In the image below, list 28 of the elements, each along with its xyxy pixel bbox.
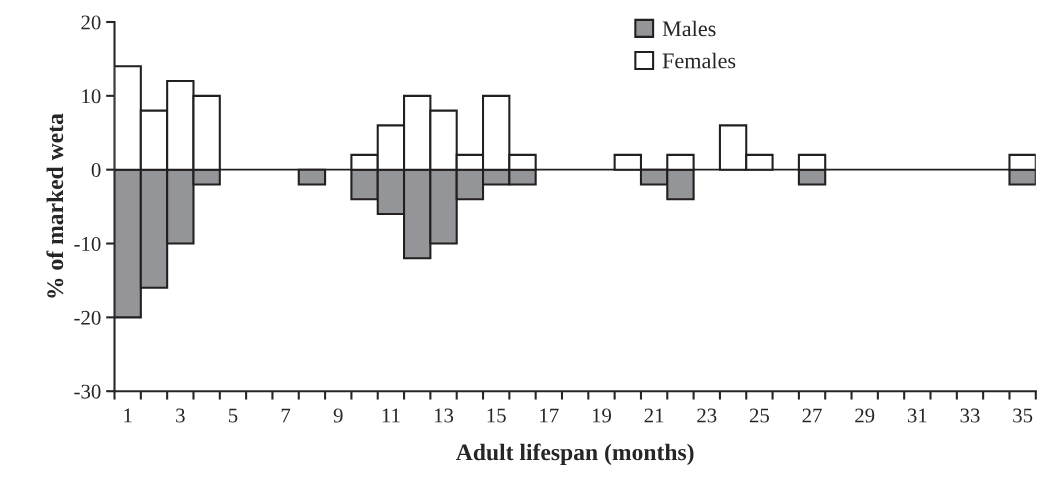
x-tick-label: 1 <box>124 408 132 423</box>
y-tick-label: 20 <box>81 15 101 30</box>
x-tick-label: 13 <box>434 408 454 423</box>
x-tick-label: 3 <box>176 408 185 423</box>
x-tick-label: 15 <box>487 408 506 423</box>
x-tick-label: 35 <box>1013 408 1033 423</box>
x-tick-label: 7 <box>281 408 291 423</box>
y-tick-label: 0 <box>91 163 101 178</box>
x-tick-label: 5 <box>228 408 238 423</box>
x-tick-label: 23 <box>697 408 717 423</box>
x-tick-label: 25 <box>749 408 770 423</box>
x-tick-label: 17 <box>540 408 559 423</box>
x-tick-label: 9 <box>333 408 343 423</box>
y-tick-label: -20 <box>74 310 101 325</box>
x-tick-label: 27 <box>802 408 822 423</box>
y-tick-label: -10 <box>74 236 101 251</box>
y-axis-title: % of marked weta <box>46 113 64 298</box>
legend-label: Males <box>662 20 716 37</box>
x-tick-label: 19 <box>592 408 612 423</box>
x-tick-label: 29 <box>855 408 875 423</box>
y-tick-label: 10 <box>82 89 101 104</box>
legend-label: Females <box>662 52 736 69</box>
x-tick-label: 33 <box>960 408 980 423</box>
x-axis-title: Adult lifespan (months) <box>456 443 694 466</box>
x-tick-label: 11 <box>382 408 400 423</box>
x-tick-label: 31 <box>907 408 927 423</box>
y-tick-label: -30 <box>74 384 101 399</box>
x-tick-label: 21 <box>644 408 664 423</box>
